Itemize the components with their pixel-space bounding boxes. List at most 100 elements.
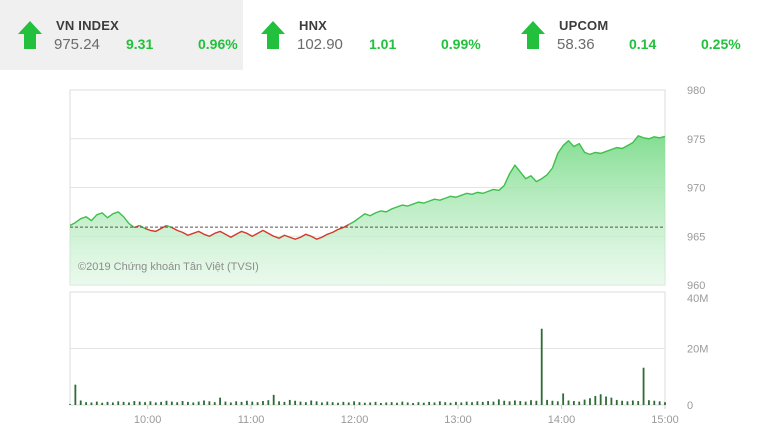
volume-bar <box>374 401 377 405</box>
index-values-upcom: 58.36 0.14 0.25% <box>557 36 741 53</box>
volume-bar <box>304 402 307 405</box>
arrow-up-icon-vn-index <box>6 20 54 50</box>
volume-bar <box>481 401 484 405</box>
index-tab-hnx[interactable]: HNX 102.90 1.01 0.99% <box>243 0 503 70</box>
volume-bar <box>615 399 618 405</box>
volume-bar <box>213 402 216 405</box>
volume-bar <box>648 400 650 405</box>
volume-bar <box>256 402 259 405</box>
volume-bar <box>224 401 227 405</box>
index-price-upcom: 58.36 <box>557 35 595 53</box>
volume-bar <box>540 328 543 405</box>
price-panel: ©2019 Chứng khoán Tân Việt (TVSI) 980 975… <box>69 85 705 292</box>
volume-bar <box>122 401 125 405</box>
volume-bar <box>310 400 313 405</box>
volume-bar <box>605 396 607 405</box>
volume-bar <box>471 402 473 405</box>
volume-y-axis-labels: 40M 20M 0 <box>687 293 708 412</box>
volume-bar <box>524 401 527 405</box>
volume-bar <box>331 402 334 405</box>
volume-bar <box>240 401 243 405</box>
volume-bar <box>551 400 554 405</box>
volume-bar <box>229 402 232 405</box>
volume-bar <box>428 401 431 405</box>
index-price-hnx: 102.90 <box>297 35 343 53</box>
volume-bar <box>508 401 511 405</box>
x-axis-labels: 10:00 11:00 12:00 13:00 14:00 15:00 <box>134 405 679 426</box>
index-name-upcom: UPCOM <box>559 17 609 33</box>
volume-bar <box>187 401 189 405</box>
price-y-tick: 980 <box>687 85 705 97</box>
index-summary-bar: VN INDEX 975.24 9.31 0.96% HNX 102.90 1.… <box>0 0 780 71</box>
volume-bar <box>621 400 624 405</box>
x-axis-tick: 14:00 <box>548 414 576 426</box>
price-y-axis-labels: 980 975 970 965 960 <box>687 85 705 292</box>
volume-bar <box>412 403 414 405</box>
index-tab-upcom[interactable]: UPCOM 58.36 0.14 0.25% <box>503 0 763 70</box>
volume-bar <box>154 402 157 405</box>
price-area-fill <box>70 135 665 285</box>
x-axis-tick: 10:00 <box>134 414 162 426</box>
volume-y-tick: 40M <box>687 293 708 305</box>
volume-bar <box>562 393 565 405</box>
volume-bar <box>422 402 425 405</box>
index-change-hnx: 1.01 <box>369 35 397 52</box>
volume-bar <box>219 397 221 405</box>
volume-bar <box>449 402 452 405</box>
volume-bar <box>514 400 516 405</box>
volume-bar <box>79 400 82 405</box>
volume-bar <box>583 399 586 405</box>
index-tab-vn-index[interactable]: VN INDEX 975.24 9.31 0.96% <box>0 0 243 70</box>
volume-bar <box>251 401 254 405</box>
volume-bar <box>170 401 173 405</box>
price-y-tick: 965 <box>687 231 705 243</box>
volume-bar <box>476 401 479 405</box>
price-line <box>69 135 666 240</box>
x-axis-tick: 13:00 <box>444 414 472 426</box>
arrow-up-icon-upcom <box>509 20 557 50</box>
volume-bar <box>358 402 361 405</box>
intraday-chart[interactable]: ©2019 Chứng khoán Tân Việt (TVSI) 980 975… <box>0 70 780 439</box>
volume-bar <box>235 401 238 405</box>
volume-bar <box>455 401 457 405</box>
volume-bar <box>138 401 141 405</box>
volume-bar <box>203 400 205 405</box>
volume-bar <box>535 400 538 405</box>
volume-bar <box>385 402 388 405</box>
volume-bar <box>283 401 286 405</box>
volume-bar <box>658 401 661 405</box>
volume-bar <box>245 400 248 405</box>
volume-bar <box>117 401 120 405</box>
volume-bar <box>288 399 291 405</box>
volume-bar <box>101 402 104 405</box>
volume-bar <box>197 401 200 405</box>
volume-bar <box>610 397 613 405</box>
index-change-vn-index: 9.31 <box>126 35 154 52</box>
index-name-vn-index: VN INDEX <box>56 17 120 33</box>
volume-bar <box>315 401 318 405</box>
volume-bar <box>438 401 441 405</box>
index-info-hnx: HNX 102.90 1.01 0.99% <box>297 18 481 53</box>
volume-bar <box>294 400 297 405</box>
volume-bar <box>503 400 506 405</box>
volume-bar <box>567 400 570 405</box>
index-values-hnx: 102.90 1.01 0.99% <box>297 36 481 53</box>
volume-bar <box>267 400 270 405</box>
volume-bar <box>208 401 211 405</box>
index-name-hnx: HNX <box>299 17 328 33</box>
volume-bar <box>492 401 495 405</box>
volume-bar <box>165 400 168 405</box>
volume-bar <box>342 401 345 405</box>
volume-bar <box>363 402 366 405</box>
volume-bar <box>572 401 575 405</box>
index-change-upcom: 0.14 <box>629 35 657 52</box>
volume-bar <box>578 401 581 405</box>
volume-bar <box>347 402 350 405</box>
volume-bar <box>85 402 87 405</box>
volume-bar <box>556 401 559 405</box>
volume-y-tick: 20M <box>687 344 708 356</box>
volume-bar <box>369 402 372 405</box>
volume-bar <box>401 401 404 405</box>
volume-bar <box>465 401 468 405</box>
volume-bar <box>380 403 382 405</box>
